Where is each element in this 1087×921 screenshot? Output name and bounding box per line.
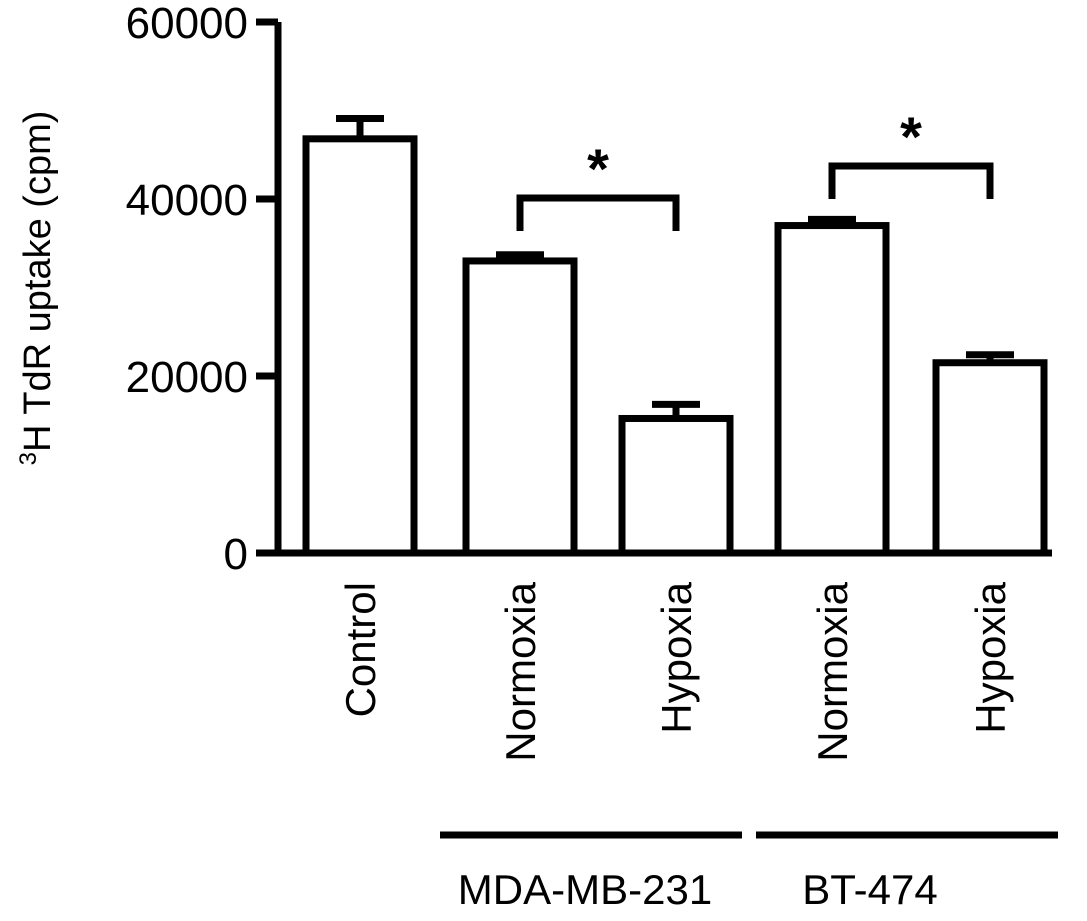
bars: [302, 114, 1048, 557]
category-label-3: Normoxia: [809, 581, 856, 761]
bracket-line-0: [516, 194, 680, 231]
significance-bracket-1: *: [828, 105, 994, 199]
category-labels: Control Normoxia Hypoxia Normoxia Hypoxia: [337, 581, 1014, 761]
bar-group-4: [932, 351, 1048, 557]
group-label-0: MDA-MB-231: [458, 866, 712, 913]
bar-1: [462, 257, 578, 557]
bar-0: [302, 135, 418, 557]
significance-star-0: *: [587, 137, 609, 200]
y-tick-label-1: 20000: [126, 353, 248, 402]
y-tick-label-2: 40000: [126, 176, 248, 225]
significance-brackets: **: [516, 105, 994, 231]
bar-2: [618, 414, 734, 557]
bar-3: [774, 222, 890, 557]
bracket-line-1: [828, 162, 994, 199]
group-labels: MDA-MB-231 BT-474: [440, 831, 1058, 913]
group-label-1: BT-474: [802, 866, 937, 913]
category-label-4: Hypoxia: [967, 581, 1014, 733]
bar-group-1: [462, 251, 578, 557]
y-tick-label-3: 60000: [126, 0, 248, 48]
y-axis-label: 3H TdR uptake (cpm): [15, 111, 59, 466]
y-axis-label-text: H TdR uptake (cpm): [17, 111, 59, 452]
bar-4: [932, 359, 1048, 557]
bar-group-3: [774, 215, 890, 557]
significance-star-1: *: [900, 105, 922, 168]
category-label-1: Normoxia: [497, 581, 544, 761]
category-label-0: Control: [337, 582, 384, 717]
bar-group-2: [618, 400, 734, 557]
bar-group-0: [302, 114, 418, 557]
significance-bracket-0: *: [516, 137, 680, 231]
category-label-2: Hypoxia: [653, 581, 700, 733]
y-axis-label-superscript: 3: [15, 452, 42, 465]
y-tick-label-0: 0: [224, 530, 248, 579]
y-axis: 0 20000 40000 60000: [126, 0, 1052, 579]
